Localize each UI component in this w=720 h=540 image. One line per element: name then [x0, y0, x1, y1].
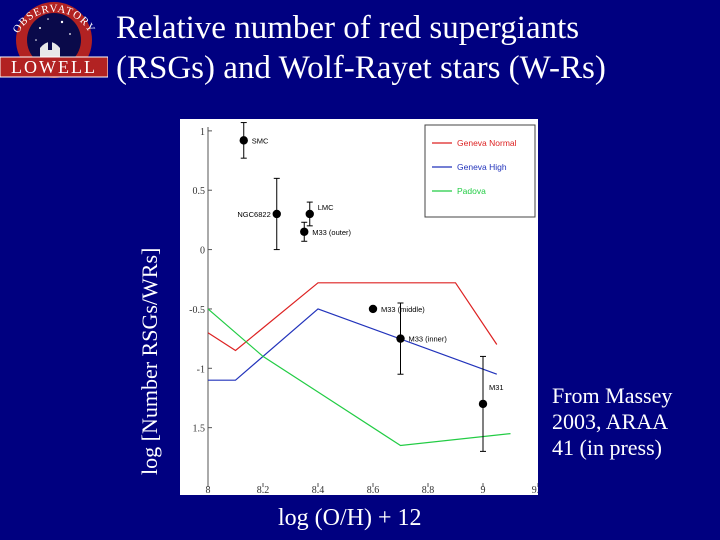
slide-title-line2: (RSGs) and Wolf-Rayet stars (W-Rs): [116, 50, 606, 86]
point-label-m33-outer: M33 (outer): [312, 228, 351, 237]
y-tick-label-1: 0.5: [193, 186, 206, 197]
x-tick-label-1: 8.2: [257, 485, 270, 495]
legend: Geneva Normal Geneva High Padova: [424, 124, 536, 218]
x-tick-label-6: 9.2: [532, 485, 538, 495]
point-label-ngc6822: NGC6822: [237, 210, 270, 219]
source-note-line2: 2003, ARAA: [552, 409, 669, 434]
point-label-m31: M31: [489, 383, 504, 392]
point-label-smc: SMC: [252, 136, 269, 145]
y-tick-label-0: 1: [200, 127, 205, 138]
data-point-m33-middle: [368, 304, 378, 314]
legend-label-2: Padova: [457, 186, 486, 196]
series-line-geneva-normal: [207, 282, 498, 352]
lowell-observatory-logo: OBSERVATORY LOWELL: [0, 2, 108, 78]
point-label-lmc: LMC: [318, 203, 334, 212]
chart: 1 0.5 0 -0.5 -1 1.5 8 8.2 8.4 8.6 8.8 9 9.2 Geneva N…: [180, 119, 538, 495]
slide-title-line1: Relative number of red supergiants: [116, 10, 580, 46]
y-tick-label-4: -1: [197, 364, 205, 375]
data-point-m33-outer: [300, 227, 309, 236]
x-tick-label-2: 8.4: [312, 485, 325, 495]
source-note-line1: From Massey: [552, 383, 673, 408]
y-axis-label: log [Number RSGs/WRs]: [137, 247, 162, 475]
legend-label-0: Geneva Normal: [457, 138, 517, 148]
y-tick-label-3: -0.5: [189, 305, 205, 316]
data-point-lmc: [305, 209, 314, 219]
star-icons: [35, 18, 71, 41]
x-axis-label: log (O/H) + 12: [278, 505, 422, 531]
observatory-icon: [40, 40, 60, 60]
y-tick-label-2: 0: [200, 246, 205, 257]
data-point-m33-inner: [396, 334, 405, 343]
series-line-geneva-high: [208, 308, 498, 381]
x-tick-label-4: 8.8: [422, 485, 435, 495]
series-line-padova: [207, 308, 511, 447]
x-tick-label-0: 8: [206, 485, 211, 495]
point-label-m33-middle: M33 (middle): [381, 305, 425, 314]
slide-title: Relative number of red supergiants (RSGs…: [116, 8, 716, 88]
logo-name: LOWELL: [11, 57, 97, 77]
data-point-m31: [478, 399, 488, 409]
data-point-smc: [239, 136, 248, 145]
legend-label-1: Geneva High: [457, 162, 507, 172]
y-tick-label-5: 1.5: [193, 424, 206, 435]
source-note-line3: 41 (in press): [552, 435, 662, 460]
point-label-m33-inner: M33 (inner): [409, 335, 448, 344]
source-note: From Massey 2003, ARAA 41 (in press): [552, 383, 720, 461]
x-tick-label-5: 9: [481, 485, 486, 495]
legend-box: [424, 124, 536, 218]
data-point-ngc6822: [272, 209, 281, 219]
x-tick-label-3: 8.6: [367, 485, 380, 495]
